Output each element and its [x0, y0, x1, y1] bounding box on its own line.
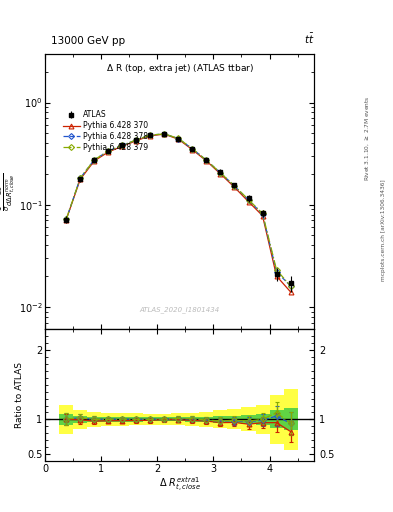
Pythia 6.428 378 — [78, 175, 83, 181]
Pythia 6.428 379 — [218, 170, 223, 176]
Pythia 6.428 379 — [274, 267, 279, 273]
Pythia 6.428 379 — [176, 135, 181, 141]
Pythia 6.428 379 — [162, 131, 167, 137]
Pythia 6.428 379 — [246, 197, 251, 203]
Pythia 6.428 378 — [246, 197, 251, 203]
Pythia 6.428 370 — [260, 212, 265, 219]
Pythia 6.428 379 — [78, 175, 83, 181]
Text: ATLAS_2020_I1801434: ATLAS_2020_I1801434 — [140, 306, 220, 313]
Pythia 6.428 378 — [64, 216, 69, 222]
Legend: ATLAS, Pythia 6.428 370, Pythia 6.428 378, Pythia 6.428 379: ATLAS, Pythia 6.428 370, Pythia 6.428 37… — [60, 107, 151, 155]
Pythia 6.428 379 — [232, 183, 237, 189]
Text: $t\bar{t}$: $t\bar{t}$ — [304, 32, 314, 46]
Pythia 6.428 378 — [232, 183, 237, 189]
Pythia 6.428 370 — [64, 217, 69, 223]
Pythia 6.428 370 — [162, 131, 167, 137]
Pythia 6.428 378 — [274, 269, 279, 275]
Pythia 6.428 378 — [106, 148, 111, 154]
Pythia 6.428 370 — [218, 171, 223, 177]
Pythia 6.428 370 — [274, 273, 279, 279]
Pythia 6.428 370 — [232, 184, 237, 190]
Pythia 6.428 378 — [162, 131, 167, 137]
Pythia 6.428 378 — [120, 142, 125, 148]
Pythia 6.428 379 — [120, 142, 125, 148]
Line: Pythia 6.428 378: Pythia 6.428 378 — [64, 132, 293, 288]
Text: $\Delta$ R (top, extra jet) (ATLAS ttbar): $\Delta$ R (top, extra jet) (ATLAS ttbar… — [106, 62, 254, 75]
Text: Rivet 3.1.10, $\geq$ 2.7M events: Rivet 3.1.10, $\geq$ 2.7M events — [364, 95, 371, 181]
Pythia 6.428 370 — [92, 158, 97, 164]
Pythia 6.428 370 — [246, 199, 251, 205]
Pythia 6.428 379 — [288, 283, 293, 289]
Pythia 6.428 378 — [288, 283, 293, 289]
Pythia 6.428 370 — [120, 143, 125, 150]
Line: Pythia 6.428 370: Pythia 6.428 370 — [64, 132, 293, 294]
Y-axis label: $\frac{1}{\sigma}\frac{d\sigma}{d\Delta R_{t,close}^{norm}}$: $\frac{1}{\sigma}\frac{d\sigma}{d\Delta … — [0, 173, 17, 211]
Pythia 6.428 379 — [106, 148, 111, 154]
Pythia 6.428 370 — [288, 289, 293, 295]
Pythia 6.428 370 — [134, 138, 139, 144]
Pythia 6.428 379 — [260, 210, 265, 217]
Pythia 6.428 379 — [190, 145, 195, 152]
Pythia 6.428 370 — [204, 158, 209, 164]
Pythia 6.428 378 — [218, 170, 223, 176]
Pythia 6.428 378 — [176, 136, 181, 142]
X-axis label: $\Delta$ $R^{extra1}_{t,close}$: $\Delta$ $R^{extra1}_{t,close}$ — [159, 476, 201, 495]
Pythia 6.428 370 — [190, 146, 195, 153]
Pythia 6.428 378 — [204, 157, 209, 163]
Pythia 6.428 378 — [190, 146, 195, 152]
Pythia 6.428 379 — [204, 157, 209, 163]
Pythia 6.428 378 — [148, 132, 153, 138]
Y-axis label: Ratio to ATLAS: Ratio to ATLAS — [15, 362, 24, 428]
Text: mcplots.cern.ch [arXiv:1306.3436]: mcplots.cern.ch [arXiv:1306.3436] — [381, 180, 386, 281]
Pythia 6.428 370 — [78, 176, 83, 182]
Pythia 6.428 378 — [92, 157, 97, 163]
Pythia 6.428 370 — [106, 149, 111, 155]
Pythia 6.428 370 — [148, 133, 153, 139]
Pythia 6.428 379 — [148, 132, 153, 138]
Text: 13000 GeV pp: 13000 GeV pp — [51, 36, 125, 46]
Pythia 6.428 370 — [176, 136, 181, 142]
Pythia 6.428 379 — [64, 216, 69, 222]
Line: Pythia 6.428 379: Pythia 6.428 379 — [64, 132, 293, 288]
Pythia 6.428 379 — [134, 137, 139, 143]
Pythia 6.428 378 — [134, 137, 139, 143]
Pythia 6.428 379 — [92, 157, 97, 163]
Pythia 6.428 378 — [260, 211, 265, 217]
